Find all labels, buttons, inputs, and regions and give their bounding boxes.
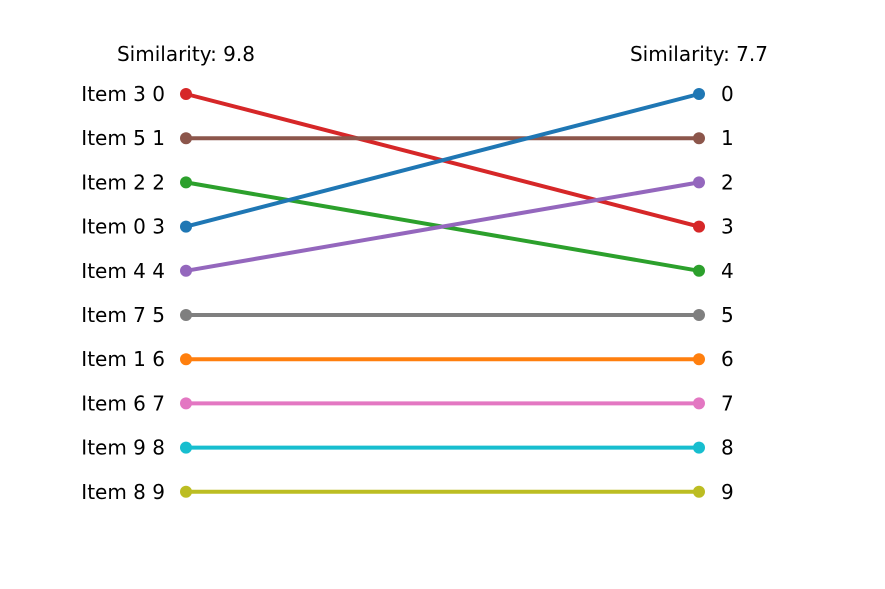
left-marker-item-5 [180, 132, 192, 145]
right-label: 6 [721, 347, 734, 371]
right-marker-item-9 [693, 441, 705, 454]
right-label: 3 [721, 215, 734, 239]
right-marker-item-2 [693, 264, 705, 277]
right-label: 7 [721, 391, 734, 415]
left-marker-item-1 [180, 353, 192, 366]
left-marker-item-6 [180, 397, 192, 410]
right-marker-item-4 [693, 176, 705, 189]
right-label: 4 [721, 259, 734, 283]
slope-line-item-4 [184, 180, 701, 273]
left-label: Item 8 9 [81, 480, 165, 504]
left-marker-item-0 [180, 220, 192, 233]
left-label: Item 0 3 [81, 215, 165, 239]
right-marker-item-5 [693, 132, 705, 145]
left-marker-item-3 [180, 88, 192, 100]
slope-line-item-0 [184, 92, 701, 229]
slope-markers [180, 88, 705, 498]
right-label: 1 [721, 126, 734, 150]
left-column-title: Similarity: 9.8 [117, 42, 255, 66]
right-marker-item-7 [693, 309, 705, 321]
left-label: Item 3 0 [81, 82, 165, 106]
left-marker-item-8 [180, 485, 192, 498]
left-label: Item 2 2 [81, 170, 165, 194]
left-marker-item-4 [180, 264, 192, 277]
left-marker-item-9 [180, 441, 192, 454]
right-column-title: Similarity: 7.7 [630, 42, 768, 66]
right-labels: 0 1 2 3 4 5 6 7 8 9 [721, 82, 734, 504]
left-label: Item 5 1 [81, 126, 165, 150]
slope-lines [184, 92, 701, 494]
right-label: 5 [721, 303, 734, 327]
left-label: Item 1 6 [81, 347, 165, 371]
right-label: 8 [721, 436, 734, 460]
right-marker-item-3 [693, 220, 705, 233]
right-label: 0 [721, 82, 734, 106]
left-label: Item 4 4 [81, 259, 165, 283]
right-marker-item-0 [693, 88, 705, 100]
right-marker-item-1 [693, 353, 705, 366]
left-label: Item 6 7 [81, 391, 165, 415]
left-label: Item 7 5 [81, 303, 165, 327]
right-label: 2 [721, 170, 734, 194]
left-label: Item 9 8 [81, 436, 165, 460]
right-label: 9 [721, 480, 734, 504]
left-marker-item-7 [180, 309, 192, 321]
left-labels: Item 3 0 Item 5 1 Item 2 2 Item 0 3 Item 4 4… [81, 82, 165, 504]
right-marker-item-6 [693, 397, 705, 410]
left-marker-item-2 [180, 176, 192, 189]
right-marker-item-8 [693, 485, 705, 498]
